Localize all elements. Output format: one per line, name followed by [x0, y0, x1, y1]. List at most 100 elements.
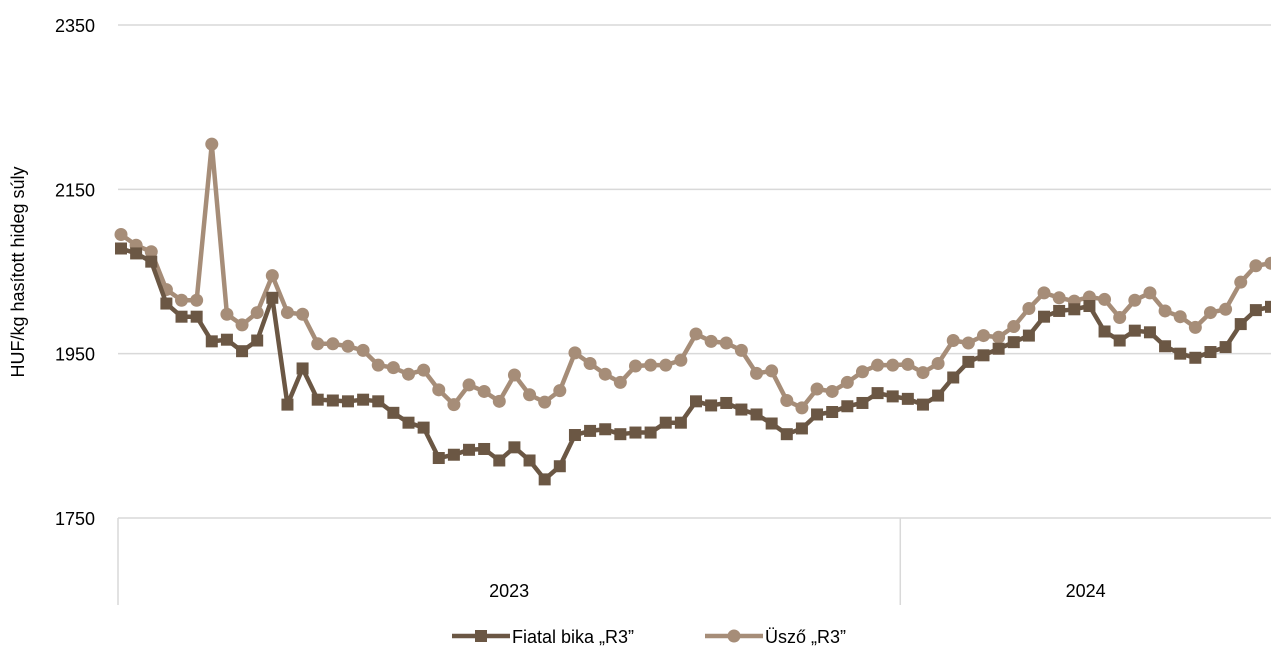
legend-marker — [475, 630, 487, 642]
data-point — [614, 428, 627, 441]
data-point — [1265, 300, 1271, 313]
y-tick-label: 1750 — [55, 509, 95, 529]
data-point — [1234, 275, 1248, 289]
data-point — [432, 383, 446, 397]
data-point — [916, 366, 930, 380]
data-point — [1128, 324, 1141, 337]
data-point — [705, 399, 718, 412]
data-point — [568, 346, 582, 360]
data-point — [114, 228, 128, 242]
data-point — [946, 334, 960, 348]
legend-marker — [727, 629, 741, 643]
data-point — [901, 357, 915, 371]
data-point — [1007, 336, 1020, 349]
data-point — [281, 398, 294, 411]
data-point — [553, 384, 567, 398]
data-point — [417, 363, 431, 377]
data-point — [795, 422, 808, 435]
data-point — [916, 398, 929, 411]
data-point — [250, 306, 264, 320]
data-point — [266, 291, 279, 304]
data-point — [840, 375, 854, 389]
data-point — [296, 362, 309, 375]
data-point — [841, 400, 854, 413]
data-point — [765, 364, 779, 378]
data-point — [1068, 303, 1081, 316]
series-line — [120, 246, 1271, 482]
data-point — [205, 137, 219, 151]
data-point — [236, 345, 249, 358]
legend-item: Üsző „R3” — [705, 627, 846, 647]
data-point — [1189, 351, 1202, 364]
data-point — [720, 396, 733, 409]
y-axis-label: HUF/kg hasított hideg súly — [8, 166, 28, 377]
data-point — [311, 393, 324, 406]
data-point — [296, 307, 310, 321]
data-point — [1219, 341, 1232, 354]
y-tick-label: 2350 — [55, 16, 95, 36]
data-point — [583, 357, 597, 371]
y-axis-ticks: 1750 1950 2150 2350 — [55, 16, 95, 529]
y-tick-label: 2150 — [55, 180, 95, 200]
data-point — [1113, 334, 1126, 347]
data-point — [311, 337, 325, 351]
data-point — [690, 395, 702, 408]
data-point — [886, 358, 900, 372]
data-point — [644, 358, 658, 372]
data-point — [160, 297, 173, 310]
data-point — [553, 460, 566, 473]
data-point — [462, 378, 476, 392]
data-point — [1007, 320, 1021, 334]
data-point — [735, 403, 748, 416]
data-point — [387, 406, 400, 419]
data-point — [402, 416, 415, 429]
data-point — [417, 421, 430, 434]
data-point — [780, 394, 794, 408]
data-point — [931, 357, 945, 371]
legend-label: Fiatal bika „R3” — [512, 627, 634, 647]
data-point — [130, 247, 143, 260]
data-point — [1128, 293, 1142, 307]
data-point — [629, 426, 642, 439]
data-point — [1204, 346, 1217, 359]
data-point — [447, 398, 461, 412]
data-point — [1098, 325, 1111, 338]
data-point — [644, 426, 657, 439]
data-point — [977, 349, 990, 362]
data-point — [1083, 300, 1096, 313]
x-group-label: 2024 — [1066, 581, 1106, 601]
data-point — [478, 442, 491, 455]
data-point — [326, 337, 340, 351]
data-point — [750, 366, 764, 380]
data-point — [704, 334, 718, 348]
data-point — [493, 454, 506, 467]
data-point — [1159, 340, 1172, 353]
data-point — [144, 245, 158, 259]
data-point — [628, 359, 642, 373]
data-point — [477, 384, 491, 398]
data-point — [492, 394, 506, 408]
data-point — [886, 390, 899, 403]
legend: Fiatal bika „R3” Üsző „R3” — [452, 627, 846, 647]
data-point — [1234, 318, 1247, 331]
data-point — [1038, 310, 1051, 323]
data-point — [871, 358, 885, 372]
data-point — [674, 353, 688, 367]
data-point — [599, 423, 612, 436]
data-point — [901, 392, 914, 405]
data-point — [190, 293, 204, 307]
data-point — [992, 330, 1006, 344]
data-point — [220, 307, 234, 321]
plot-area — [114, 137, 1271, 486]
data-point — [538, 395, 552, 409]
data-point — [447, 448, 460, 461]
data-point — [1037, 286, 1051, 300]
data-point — [795, 401, 809, 415]
data-point — [251, 334, 264, 347]
data-point — [280, 306, 294, 320]
data-point — [659, 416, 672, 429]
data-point — [1174, 347, 1187, 360]
y-tick-label: 1950 — [55, 345, 95, 365]
data-point — [175, 310, 188, 323]
